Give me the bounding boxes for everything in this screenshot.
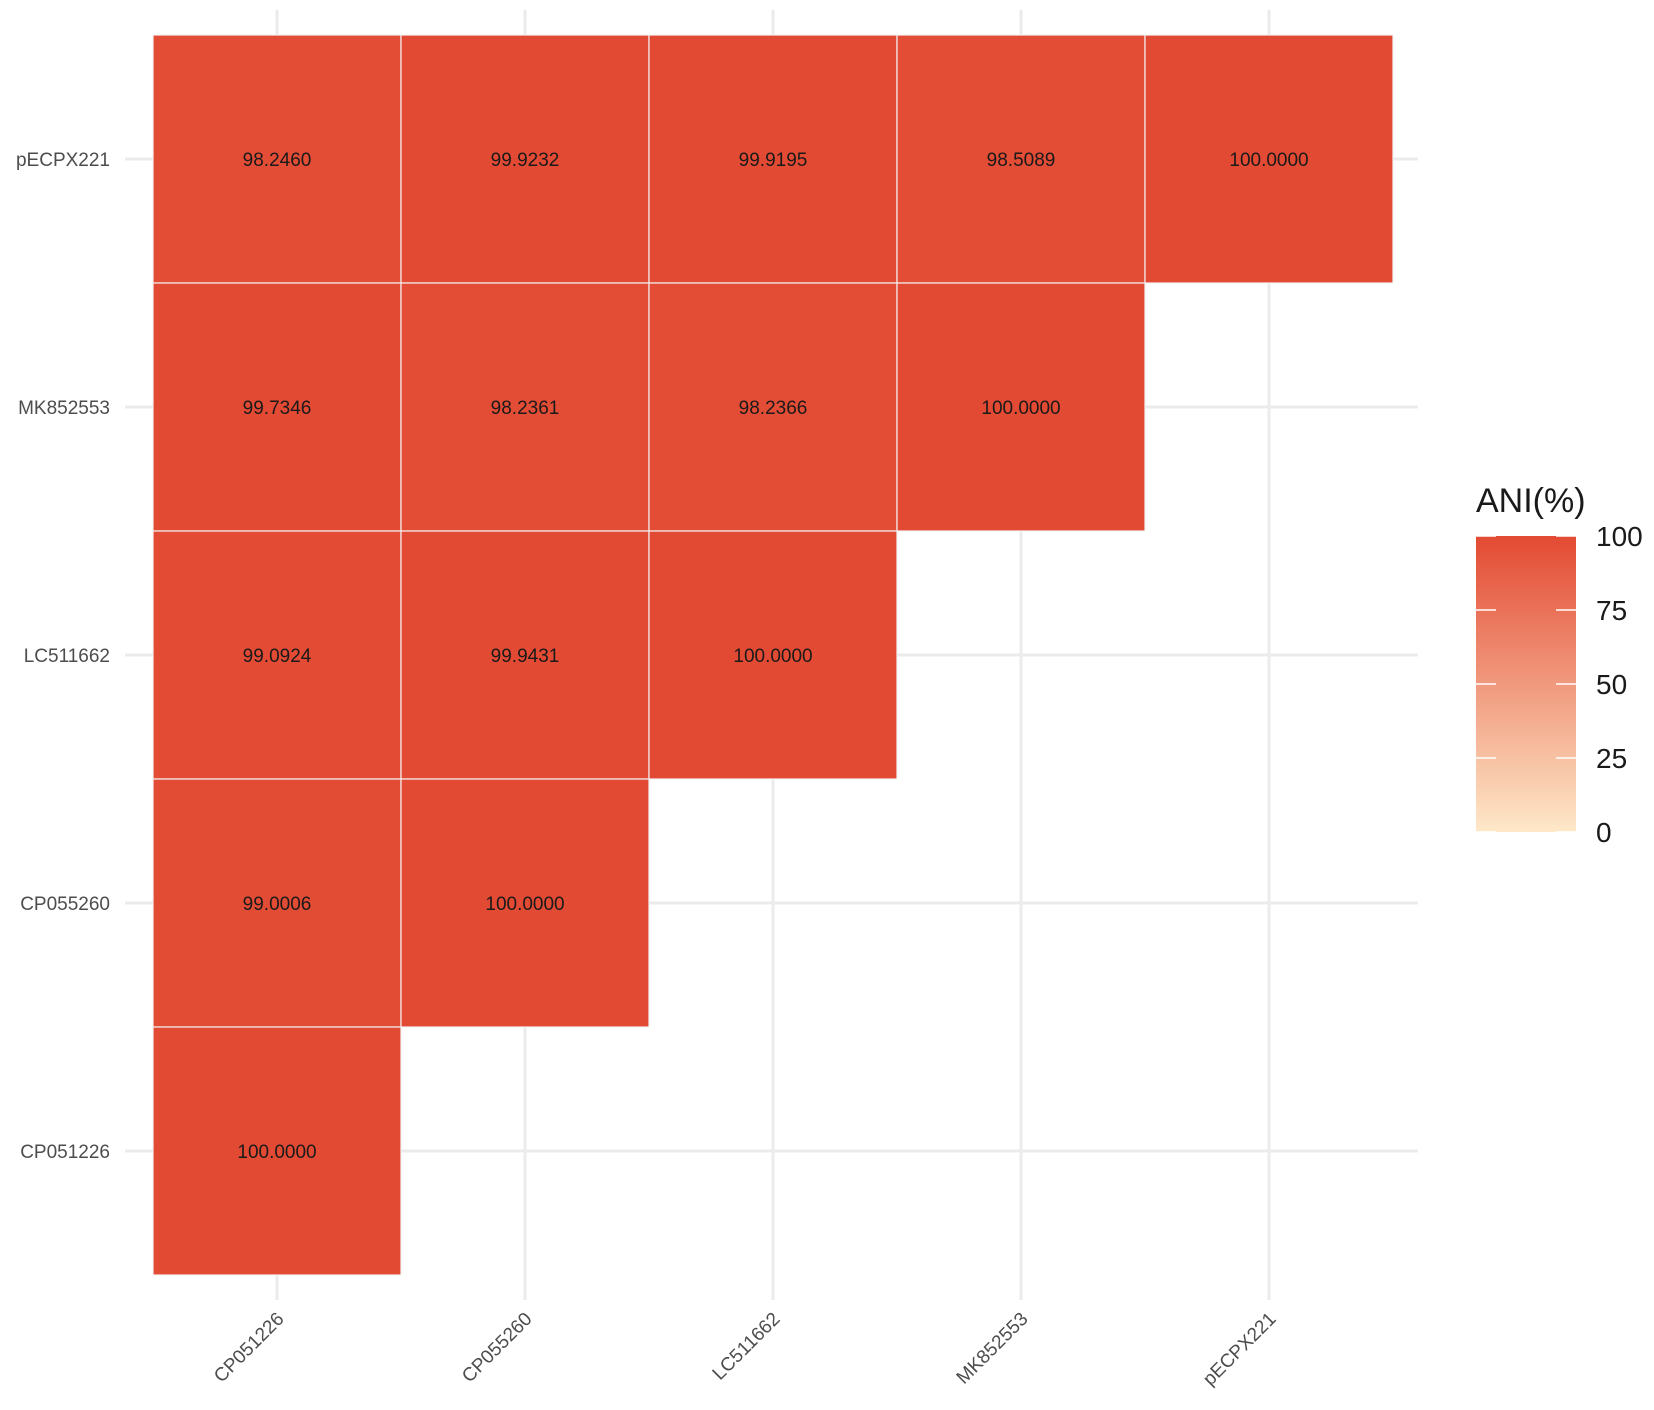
cell-value-label: 100.0000 [1229, 150, 1308, 171]
cell-value-label: 100.0000 [237, 1142, 316, 1163]
cell-value-label: 99.9431 [491, 646, 560, 667]
cell-value-label: 99.0006 [243, 894, 312, 915]
heatmap-cell [152, 282, 402, 532]
legend-tick-label: 50 [1596, 669, 1627, 700]
heatmap-cell [152, 778, 402, 1028]
heatmap-cells: 98.2460 99.9232 99.9195 98.5089 100.0000 99.7… [152, 34, 1394, 1276]
legend-title: ANI(%) [1476, 482, 1586, 520]
cell-value-label: 100.0000 [981, 398, 1060, 419]
legend: ANI(%) 0 25 50 75 100 [1476, 482, 1643, 848]
heatmap-cell [400, 282, 650, 532]
legend-tick-label: 0 [1596, 817, 1612, 848]
y-tick-label: CP055260 [20, 894, 110, 915]
cell-value-label: 99.9195 [739, 150, 808, 171]
x-tick-label: pECPX221 [1199, 1309, 1280, 1390]
legend-tick-label: 75 [1596, 595, 1627, 626]
y-tick-label: pECPX221 [16, 150, 110, 171]
legend-tick-label: 100 [1596, 521, 1643, 552]
y-tick-label: MK852553 [18, 398, 110, 419]
cell-value-label: 98.2460 [243, 150, 312, 171]
legend-tick-label: 25 [1596, 743, 1627, 774]
y-tick-label: LC511662 [24, 646, 110, 667]
y-tick-label: CP051226 [20, 1142, 110, 1163]
cell-value-label: 98.5089 [987, 150, 1056, 171]
x-tick-label: CP051226 [210, 1309, 288, 1387]
heatmap-cell [400, 530, 650, 780]
cell-value-label: 100.0000 [733, 646, 812, 667]
cell-value-label: 98.2366 [739, 398, 808, 419]
y-axis-ticks: CP051226 CP055260 LC511662 MK852553 pECPX221 [16, 150, 110, 1163]
heatmap-cell [896, 34, 1146, 284]
x-tick-label: LC511662 [709, 1309, 785, 1385]
heatmap-cell [648, 530, 898, 780]
heatmap-cell [648, 34, 898, 284]
heatmap-cell [400, 778, 650, 1028]
heatmap-cell [1144, 34, 1394, 284]
heatmap-cell [152, 1026, 402, 1276]
cell-value-label: 99.0924 [243, 646, 312, 667]
heatmap-cell [400, 34, 650, 284]
x-tick-label: CP055260 [458, 1309, 536, 1387]
x-tick-label: MK852553 [953, 1309, 1033, 1389]
heatmap-cell [152, 530, 402, 780]
cell-value-label: 99.7346 [243, 398, 312, 419]
heatmap-cell [648, 282, 898, 532]
cell-value-label: 99.9232 [491, 150, 560, 171]
cell-value-label: 98.2361 [491, 398, 560, 419]
heatmap-cell [152, 34, 402, 284]
x-axis-ticks: CP051226 CP055260 LC511662 MK852553 pECPX221 [210, 1309, 1280, 1390]
heatmap-cell [896, 282, 1146, 532]
cell-value-label: 100.0000 [485, 894, 564, 915]
